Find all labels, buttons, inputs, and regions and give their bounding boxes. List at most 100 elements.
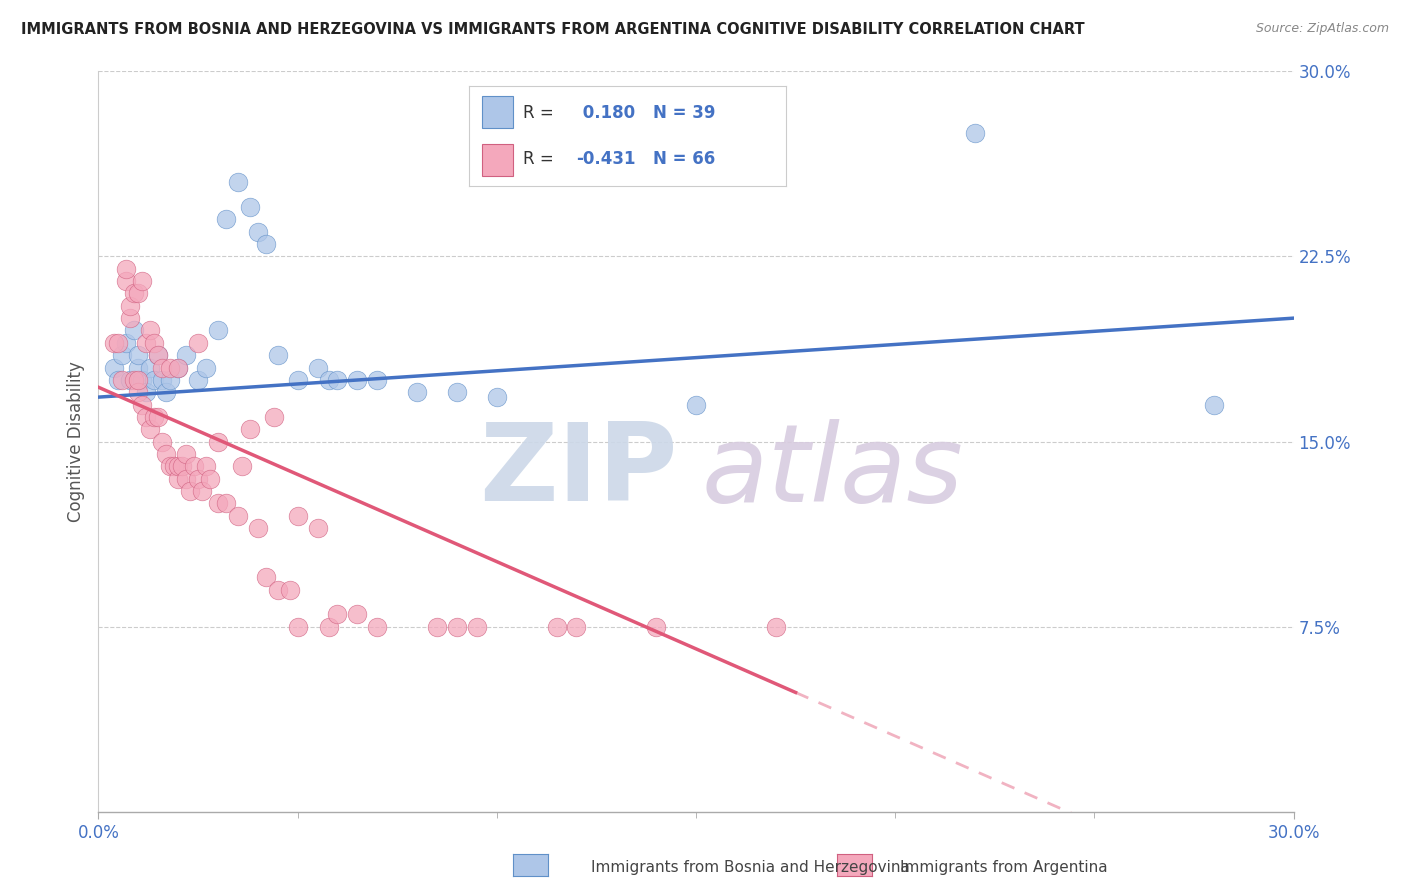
Point (107, 373, 129, 387)
Point (239, 200, 262, 214)
Point (645, 619, 668, 633)
Point (215, 212, 238, 227)
Point (120, 311, 142, 326)
Point (267, 348, 290, 362)
Y-axis label: Cognitive Disability: Cognitive Disability (66, 361, 84, 522)
Point (406, 385, 429, 400)
Point (120, 299, 142, 313)
Point (307, 521, 329, 535)
Point (167, 471, 190, 485)
Point (124, 324, 146, 338)
Point (120, 373, 142, 387)
Point (103, 335, 125, 350)
Point (115, 274, 138, 288)
Point (187, 335, 209, 350)
Point (167, 459, 190, 474)
Point (148, 348, 170, 362)
Point (159, 360, 181, 375)
Point (179, 483, 201, 498)
Point (195, 360, 218, 375)
Point (143, 373, 166, 387)
Point (148, 409, 170, 424)
Point (139, 324, 162, 338)
Point (139, 422, 162, 436)
Point (124, 286, 146, 301)
Point (150, 360, 173, 375)
Point (685, 398, 707, 412)
Point (131, 274, 153, 288)
Point (127, 373, 149, 387)
Point (167, 360, 190, 375)
Point (124, 373, 146, 387)
Point (346, 373, 368, 387)
Point (187, 373, 209, 387)
Point (155, 447, 177, 461)
Point (139, 360, 162, 375)
Point (318, 373, 340, 387)
Point (135, 335, 157, 350)
Point (765, 619, 787, 633)
Point (167, 360, 190, 375)
Point (963, 126, 986, 140)
Point (187, 471, 209, 485)
Point (226, 175, 249, 190)
Point (246, 225, 269, 239)
Point (263, 409, 285, 424)
Point (155, 385, 177, 400)
Point (326, 373, 349, 387)
Point (207, 496, 229, 510)
Point (183, 459, 205, 474)
Point (231, 459, 253, 474)
Text: Source: ZipAtlas.com: Source: ZipAtlas.com (1256, 22, 1389, 36)
Point (287, 619, 309, 633)
Point (239, 422, 262, 436)
Point (135, 385, 157, 400)
Point (143, 409, 166, 424)
Point (254, 570, 277, 584)
Point (127, 348, 149, 362)
Point (267, 582, 290, 597)
Point (465, 619, 488, 633)
Point (485, 390, 508, 404)
Text: Immigrants from Bosnia and Herzegovina: Immigrants from Bosnia and Herzegovina (591, 860, 910, 874)
Point (163, 459, 186, 474)
Point (115, 335, 138, 350)
Text: Immigrants from Argentina: Immigrants from Argentina (900, 860, 1108, 874)
Point (103, 360, 125, 375)
Point (127, 286, 149, 301)
Point (172, 459, 194, 474)
Point (207, 324, 229, 338)
Point (148, 348, 170, 362)
Point (174, 471, 197, 485)
Point (226, 508, 249, 523)
Point (131, 373, 153, 387)
Point (326, 607, 349, 622)
Point (111, 373, 134, 387)
Point (215, 496, 238, 510)
Point (143, 335, 166, 350)
Point (107, 335, 129, 350)
Point (115, 261, 138, 276)
Point (318, 619, 340, 633)
Point (174, 447, 197, 461)
Point (366, 373, 388, 387)
Point (207, 434, 229, 449)
Point (366, 619, 388, 633)
Text: IMMIGRANTS FROM BOSNIA AND HERZEGOVINA VS IMMIGRANTS FROM ARGENTINA COGNITIVE DI: IMMIGRANTS FROM BOSNIA AND HERZEGOVINA V… (21, 22, 1084, 37)
Point (446, 385, 468, 400)
Point (446, 619, 468, 633)
Point (159, 459, 181, 474)
Point (246, 521, 269, 535)
Point (191, 483, 214, 498)
Point (111, 348, 134, 362)
Point (159, 373, 181, 387)
Point (346, 607, 368, 622)
Point (198, 471, 221, 485)
Point (131, 398, 153, 412)
Point (287, 508, 309, 523)
Point (307, 360, 329, 375)
Point (1202, 398, 1225, 412)
Point (127, 360, 149, 375)
Point (278, 582, 301, 597)
Point (150, 373, 173, 387)
